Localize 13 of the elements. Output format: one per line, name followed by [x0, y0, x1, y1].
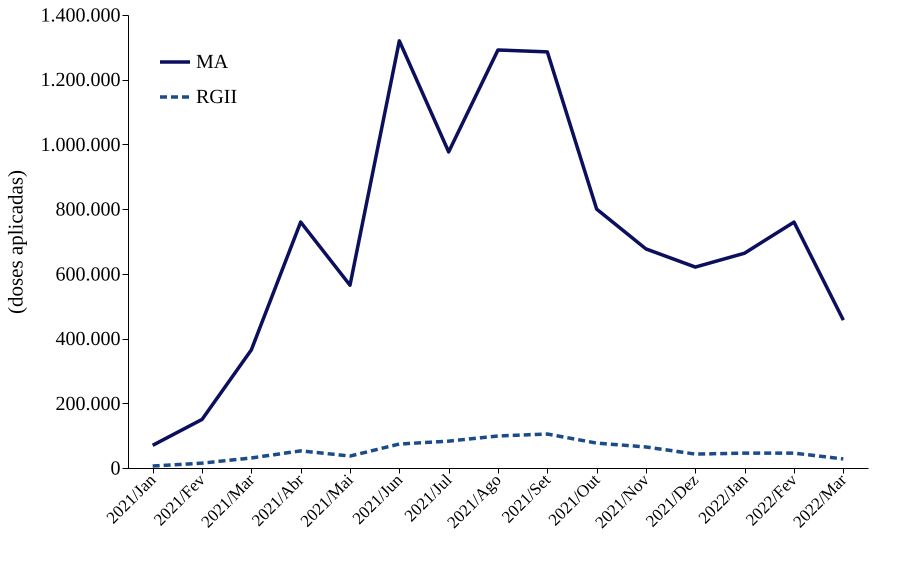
y-tick-label: 800.000	[56, 198, 120, 221]
y-tick-label: 200.000	[56, 392, 120, 415]
y-tick-label: 600.000	[56, 263, 120, 286]
y-tick-label: 1.000.000	[40, 134, 120, 156]
y-tick-label: 0	[110, 458, 120, 480]
y-axis-title: (doses aplicadas)	[4, 170, 28, 314]
line-series	[150, 432, 846, 468]
y-tick-label: 1.400.000	[40, 4, 120, 26]
y-tick-label: 400.000	[56, 328, 120, 350]
legend-label: RGII	[196, 86, 238, 108]
line-series	[150, 39, 846, 448]
legend-label: MA	[196, 51, 229, 73]
y-tick-label: 1.200.000	[40, 69, 120, 92]
